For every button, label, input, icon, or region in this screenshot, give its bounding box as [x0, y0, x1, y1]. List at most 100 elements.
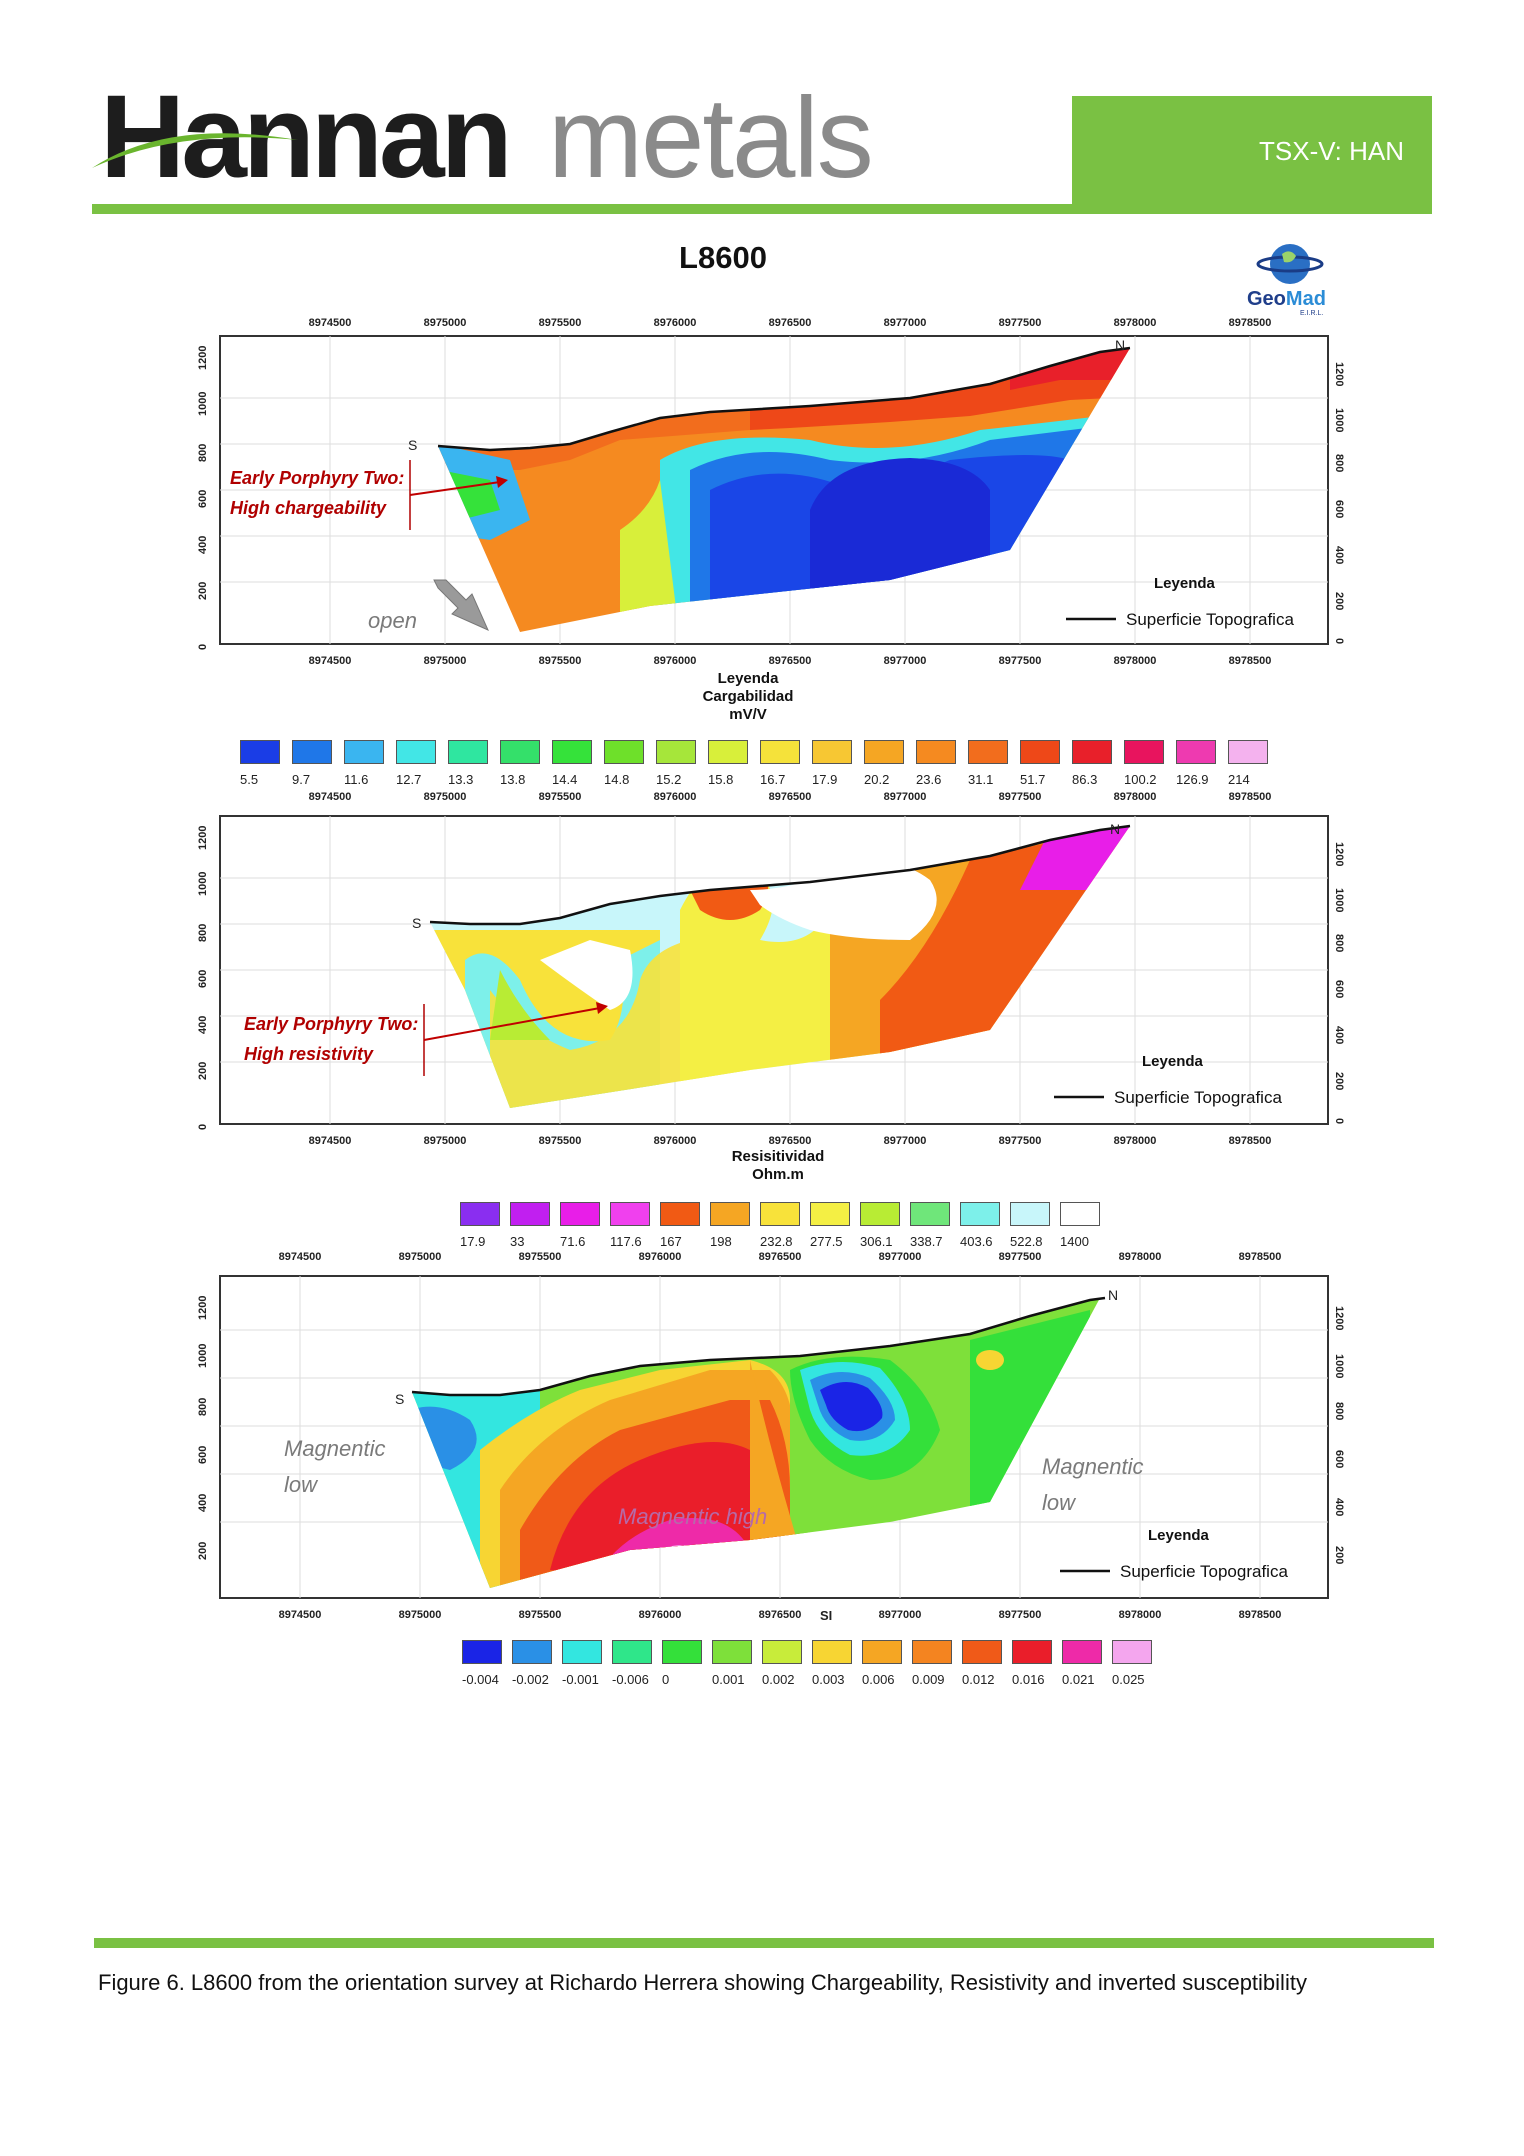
scale-value-label: 51.7: [1020, 772, 1046, 787]
scale-swatch: [810, 1202, 850, 1226]
x-tick: 8977500: [999, 791, 1042, 803]
x-axis-top: 8974500 8975000 8975500 8976000 8976500 …: [309, 791, 1272, 803]
logo-metals-text: metals: [548, 75, 874, 202]
y-tick: 1200: [1333, 362, 1345, 386]
scale-value-label: 14.8: [604, 772, 630, 787]
scale-value-label: 167: [660, 1234, 682, 1249]
x-tick: 8978000: [1119, 1609, 1162, 1621]
scale-value-label: 17.9: [460, 1234, 486, 1249]
x-tick: 8975500: [539, 317, 582, 329]
x-tick: 8975500: [539, 791, 582, 803]
x-tick: 8975500: [519, 1251, 562, 1263]
north-label: N: [1108, 1287, 1118, 1303]
scale-value-label: 126.9: [1176, 772, 1209, 787]
leyenda-label: Leyenda: [1142, 1053, 1204, 1070]
scale-swatch: [612, 1640, 652, 1664]
x-tick: 8978000: [1114, 317, 1157, 329]
scale-swatch: [962, 1640, 1002, 1664]
scale-value-label: 277.5: [810, 1234, 843, 1249]
x-tick: 8975000: [424, 655, 467, 667]
y-axis-right: 0 200 400 600 800 1000 1200: [1333, 362, 1345, 644]
scale-value-label: 403.6: [960, 1234, 993, 1249]
x-tick: 8978500: [1229, 1135, 1272, 1147]
scale-swatch: [510, 1202, 550, 1226]
scale-swatch: [1228, 740, 1268, 764]
annotation-arrow: [423, 1007, 601, 1041]
chargeability-color-scale: 5.5 9.7 11.6 12.7 13.3 13.8 14.4 14.8 15.2 15.8 16…: [240, 740, 1280, 792]
scale-swatch: [292, 740, 332, 764]
scale-swatch: [604, 740, 644, 764]
y-tick: 0: [197, 644, 209, 650]
open-arrow-icon: [433, 579, 489, 631]
x-tick: 8974500: [309, 655, 352, 667]
x-tick: 8975500: [539, 1135, 582, 1147]
scale-value-label: 9.7: [292, 772, 311, 787]
leyenda-label: Leyenda: [1148, 1527, 1210, 1544]
y-tick: 800: [197, 444, 209, 462]
logo-hannan-text: Hannan: [100, 71, 513, 203]
resistivity-color-scale: 17.9 33 71.6 117.6 167 198 232.8 277.5 306.1 338.…: [460, 1202, 1140, 1254]
legend-line2: Ohm.m: [752, 1166, 804, 1183]
x-tick: 8978500: [1229, 655, 1272, 667]
legend-line2: Cargabilidad: [702, 688, 794, 705]
x-tick: 8978500: [1239, 1609, 1282, 1621]
y-tick: 1000: [197, 1344, 209, 1368]
scale-swatch: [760, 740, 800, 764]
x-tick: 8978000: [1114, 655, 1157, 667]
topography-line: [429, 824, 1131, 926]
scale-value-label: -0.004: [462, 1672, 499, 1687]
x-tick: 8976500: [769, 317, 812, 329]
y-tick: 1000: [1333, 408, 1345, 432]
annotation-chargeability-line2: High chargeability: [230, 498, 387, 518]
scale-value-label: 17.9: [812, 772, 838, 787]
y-tick: 800: [1333, 934, 1345, 952]
y-tick: 200: [197, 1542, 209, 1560]
scale-swatch: [762, 1640, 802, 1664]
y-tick: 200: [1333, 1546, 1345, 1564]
y-tick: 800: [1333, 1402, 1345, 1420]
scale-swatch: [1020, 740, 1060, 764]
x-axis-bottom: 8974500 8975000 8975500 8976000 8976500 …: [309, 1135, 1272, 1147]
scale-swatch: [1060, 1202, 1100, 1226]
x-tick: 8974500: [309, 317, 352, 329]
y-tick: 200: [197, 1062, 209, 1080]
superficie-label: Superficie Topografica: [1126, 610, 1294, 629]
scale-value-label: 71.6: [560, 1234, 586, 1249]
resistivity-legend-title: Resisitividad Ohm.m: [678, 1148, 878, 1184]
x-tick: 8977000: [879, 1251, 922, 1263]
x-tick: 8975500: [519, 1609, 562, 1621]
x-axis-bottom: 8974500 8975000 8975500 8976000 8976500 …: [309, 655, 1272, 667]
scale-value-label: 0.002: [762, 1672, 795, 1687]
scale-value-label: 0: [662, 1672, 670, 1687]
x-tick: 8975000: [424, 317, 467, 329]
y-tick: 1200: [197, 826, 209, 850]
scale-swatch: [708, 740, 748, 764]
scale-value-label: 5.5: [240, 772, 259, 787]
x-tick: 8977500: [999, 655, 1042, 667]
scale-value-label: 0.012: [962, 1672, 995, 1687]
scale-swatch: [812, 1640, 852, 1664]
scale-swatch: [656, 740, 696, 764]
scale-value-label: 198: [710, 1234, 732, 1249]
scale-swatch: [396, 740, 436, 764]
x-tick: 8976000: [654, 791, 697, 803]
scale-value-label: 1400: [1060, 1234, 1089, 1249]
y-tick: 400: [1333, 546, 1345, 564]
scale-value-label: 12.7: [396, 772, 422, 787]
annotation-left-line1: Magnentic: [284, 1436, 386, 1461]
x-tick: 8978000: [1114, 1135, 1157, 1147]
geomad-text-a: Geo: [1247, 288, 1286, 310]
y-tick: 600: [197, 1446, 209, 1464]
y-axis-left: 200 400 600 800 1000 1200: [197, 1296, 209, 1560]
scale-swatch: [760, 1202, 800, 1226]
scale-swatch: [916, 740, 956, 764]
x-tick: 8974500: [309, 1135, 352, 1147]
page-title: L8600: [679, 240, 767, 275]
x-tick: 8975000: [399, 1251, 442, 1263]
scale-value-label: 522.8: [1010, 1234, 1043, 1249]
x-tick: 8976000: [654, 317, 697, 329]
legend-line1: Leyenda: [717, 670, 779, 687]
south-label: S: [412, 915, 421, 931]
scale-swatch: [812, 740, 852, 764]
scale-swatch: [862, 1640, 902, 1664]
